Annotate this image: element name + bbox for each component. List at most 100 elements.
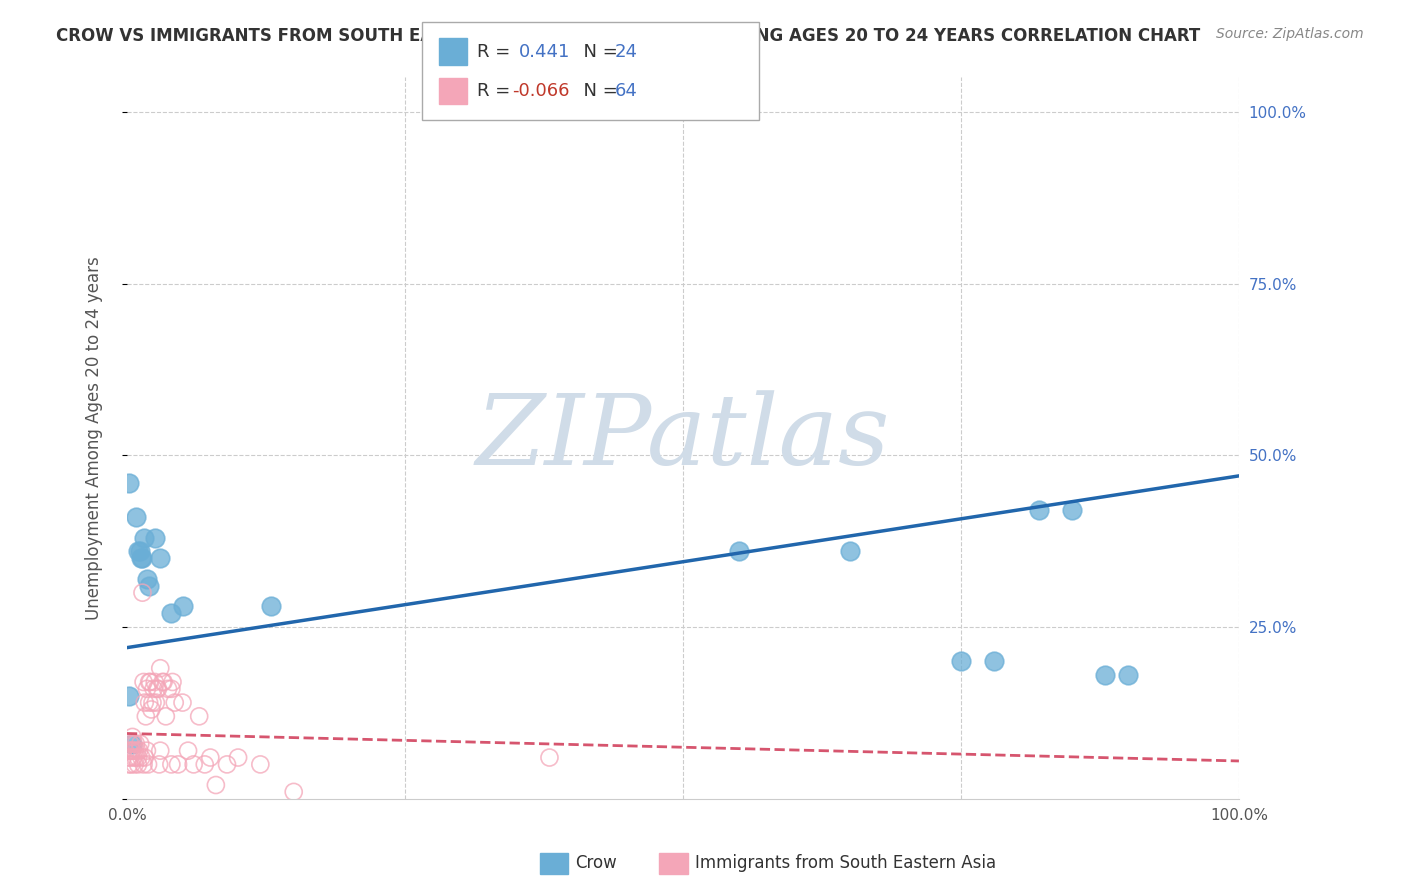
Point [194,757,217,772]
Point [121,744,143,758]
Point [118,475,141,490]
Point [118,744,141,758]
Point [149,551,172,566]
Point [163,696,186,710]
Point [128,744,150,758]
Point [127,750,149,764]
Point [127,757,149,772]
Point [155,709,177,723]
Point [146,681,169,696]
Point [131,551,153,566]
Point [122,737,145,751]
Point [124,757,146,772]
Point [121,730,143,744]
Point [162,675,184,690]
Text: -0.066: -0.066 [512,82,569,100]
Point [117,750,139,764]
Point [183,757,205,772]
Point [172,599,194,614]
Point [1094,668,1116,682]
Point [122,750,145,764]
Point [148,757,170,772]
Point [120,750,142,764]
Point [120,737,142,751]
Point [1062,503,1084,517]
Point [124,744,146,758]
Point [205,778,228,792]
Point [131,750,153,764]
Point [727,544,749,558]
Point [125,737,148,751]
Point [135,709,157,723]
Point [125,510,148,524]
Point [132,675,155,690]
Point [139,675,162,690]
Text: Source: ZipAtlas.com: Source: ZipAtlas.com [1216,27,1364,41]
Point [1028,503,1050,517]
Text: N =: N = [572,82,624,100]
Point [172,696,194,710]
Point [138,579,160,593]
Point [200,750,222,764]
Point [949,654,972,668]
Point [249,757,271,772]
Point [177,744,200,758]
Point [160,681,183,696]
Point [167,757,190,772]
Point [188,709,211,723]
Point [146,681,169,696]
Point [983,654,1005,668]
Point [160,607,183,621]
Text: 64: 64 [614,82,637,100]
Point [120,744,142,758]
Point [132,757,155,772]
Point [138,696,160,710]
Point [143,675,166,690]
Point [149,661,172,675]
Point [160,757,183,772]
Point [226,750,249,764]
Point [1116,668,1139,682]
Point [125,744,148,758]
Point [134,696,156,710]
Point [129,544,152,558]
Point [215,757,238,772]
Point [127,544,149,558]
Point [838,544,860,558]
Point [132,531,155,545]
Point [143,531,166,545]
Point [131,551,153,566]
Text: CROW VS IMMIGRANTS FROM SOUTH EASTERN ASIA UNEMPLOYMENT AMONG AGES 20 TO 24 YEAR: CROW VS IMMIGRANTS FROM SOUTH EASTERN AS… [56,27,1201,45]
Point [145,696,167,710]
Point [118,689,141,703]
Point [125,750,148,764]
Point [136,757,159,772]
Point [136,744,159,758]
Point [129,737,152,751]
Text: Crow: Crow [575,855,617,872]
Point [142,681,165,696]
Y-axis label: Unemployment Among Ages 20 to 24 years: Unemployment Among Ages 20 to 24 years [86,256,103,620]
Point [121,737,143,751]
Point [118,757,141,772]
Text: 0.441: 0.441 [519,43,571,61]
Text: 24: 24 [614,43,637,61]
Point [131,585,153,599]
Point [120,757,142,772]
Point [138,675,160,690]
Point [260,599,283,614]
Point [152,675,174,690]
Point [149,744,172,758]
Point [141,702,163,716]
Text: R =: R = [477,43,516,61]
Point [157,681,180,696]
Text: ZIPatlas: ZIPatlas [475,391,890,486]
Point [134,750,156,764]
Point [152,675,174,690]
Point [283,785,305,799]
Point [136,681,159,696]
Text: Immigrants from South Eastern Asia: Immigrants from South Eastern Asia [695,855,995,872]
Text: R =: R = [477,82,516,100]
Point [136,572,159,586]
Point [538,750,561,764]
